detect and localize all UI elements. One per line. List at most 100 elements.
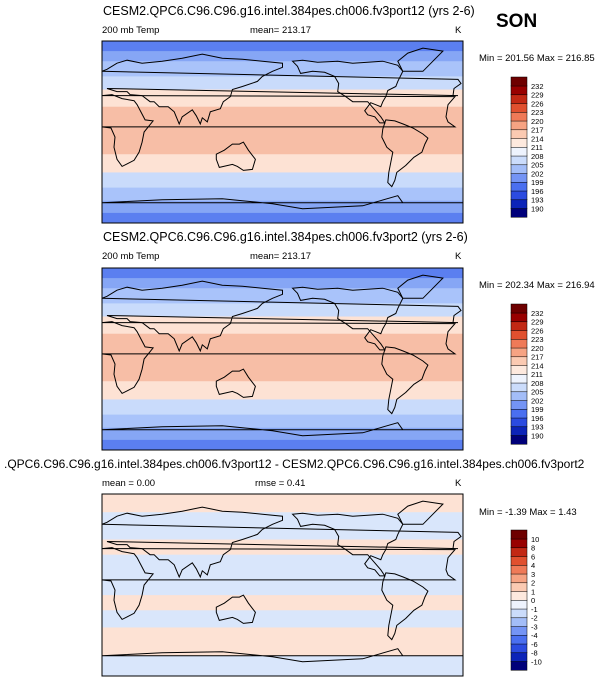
temperature-band bbox=[102, 268, 463, 279]
continent-outline bbox=[381, 119, 429, 188]
colorbar-tick-label: 217 bbox=[531, 126, 544, 135]
temperature-band bbox=[102, 554, 463, 596]
colorbar-swatch bbox=[510, 173, 528, 183]
colorbar-tick-label: 217 bbox=[531, 353, 544, 362]
panel-2-mean: mean= 213.17 bbox=[250, 251, 312, 262]
colorbar-swatch bbox=[510, 426, 528, 436]
colorbar-tick-label: 193 bbox=[531, 196, 544, 205]
colorbar-swatch bbox=[510, 321, 528, 331]
colorbar-tick-label: 220 bbox=[531, 117, 544, 126]
temperature-band bbox=[102, 595, 463, 611]
colorbar-swatch bbox=[510, 408, 528, 419]
panel-2-left-label: 200 mb Temp bbox=[102, 251, 160, 262]
continent-outline bbox=[397, 47, 444, 72]
colorbar-swatch bbox=[510, 573, 528, 584]
temperature-band bbox=[102, 427, 463, 441]
colorbar-swatch bbox=[510, 617, 528, 627]
panel-2-title: CESM2.QPC6.C96.C96.g16.intel.384pes.ch00… bbox=[103, 230, 468, 244]
colorbar-tick-label: 4 bbox=[531, 561, 535, 570]
continent-outline bbox=[102, 547, 457, 621]
colorbar-swatch bbox=[510, 661, 528, 671]
map-frame bbox=[101, 40, 464, 224]
colorbar-swatch bbox=[510, 94, 528, 104]
continent-outline bbox=[381, 346, 429, 415]
temperature-band bbox=[102, 41, 463, 52]
colorbar-swatch bbox=[510, 435, 528, 445]
map-panel-1 bbox=[102, 41, 463, 223]
panel-1-units: K bbox=[455, 25, 462, 36]
colorbar-swatch bbox=[510, 634, 528, 645]
panel-1-left-label: 200 mb Temp bbox=[102, 25, 160, 36]
colorbar-swatch bbox=[510, 365, 528, 375]
colorbar-tick-label: 190 bbox=[531, 204, 544, 213]
temperature-band bbox=[102, 439, 463, 450]
colorbar-swatch bbox=[510, 111, 528, 122]
map-panel-3 bbox=[102, 494, 463, 676]
colorbar-swatch bbox=[510, 155, 528, 166]
colorbar-tick-label: -4 bbox=[531, 631, 538, 640]
colorbar-tick-label: 3 bbox=[531, 570, 535, 579]
colorbar-swatch bbox=[510, 85, 528, 96]
colorbar-swatch bbox=[510, 599, 528, 610]
continent-outline bbox=[381, 572, 429, 641]
colorbar-swatch bbox=[510, 129, 528, 139]
panel-3-units: K bbox=[455, 478, 462, 489]
colorbar-swatch bbox=[510, 373, 528, 384]
temperature-band bbox=[102, 212, 463, 223]
colorbar-swatch bbox=[510, 330, 528, 340]
continent-outline bbox=[102, 422, 463, 437]
map-panel-2 bbox=[102, 268, 463, 450]
colorbar-tick-label: 223 bbox=[531, 335, 544, 344]
temperature-band bbox=[102, 494, 463, 513]
colorbar-tick-label: 211 bbox=[531, 370, 543, 379]
temperature-band bbox=[102, 303, 463, 318]
colorbar-tick-label: 8 bbox=[531, 544, 535, 553]
continent-outline bbox=[291, 59, 404, 124]
colorbar-tick-label: 10 bbox=[531, 535, 539, 544]
colorbar-swatch bbox=[510, 564, 528, 575]
colorbar-swatch bbox=[510, 582, 528, 592]
colorbar-tick-label: 2 bbox=[531, 579, 535, 588]
colorbar-tick-label: -6 bbox=[531, 640, 538, 649]
map-frame bbox=[101, 267, 464, 451]
colorbar-swatch bbox=[510, 199, 528, 209]
colorbar-tick-label: -3 bbox=[531, 622, 538, 631]
colorbar-tick-label: 226 bbox=[531, 99, 544, 108]
colorbar-swatch bbox=[510, 338, 528, 349]
colorbar-tick-label: -2 bbox=[531, 614, 538, 623]
colorbar-tick-label: 229 bbox=[531, 91, 544, 100]
temperature-band bbox=[102, 172, 463, 189]
colorbar-swatch bbox=[510, 382, 528, 393]
season-label: SON bbox=[496, 11, 538, 32]
colorbar-tick-label: 214 bbox=[531, 361, 544, 370]
colorbar-tick-label: 223 bbox=[531, 108, 544, 117]
colorbar-swatch bbox=[510, 138, 528, 148]
continent-outline bbox=[291, 286, 404, 351]
temperature-band bbox=[102, 278, 463, 289]
colorbar-swatch bbox=[510, 146, 528, 157]
colorbar-tick-label: 196 bbox=[531, 187, 544, 196]
continent-outline bbox=[397, 274, 444, 299]
continent-outline bbox=[291, 512, 404, 577]
temperature-band bbox=[102, 333, 463, 382]
panel-1-title: CESM2.QPC6.C96.C96.g16.intel.384pes.ch00… bbox=[103, 4, 475, 18]
colorbar-tick-label: 199 bbox=[531, 178, 544, 187]
colorbar-tick-label: 6 bbox=[531, 552, 535, 561]
colorbar-tick-label: 214 bbox=[531, 134, 544, 143]
colorbar-swatch bbox=[510, 312, 528, 323]
temperature-band bbox=[102, 106, 463, 155]
colorbar-swatch bbox=[510, 556, 528, 566]
colorbar-tick-label: 205 bbox=[531, 388, 544, 397]
colorbar-swatch bbox=[510, 643, 528, 654]
colorbar-swatch bbox=[510, 347, 528, 358]
continent-outline bbox=[102, 195, 463, 210]
colorbar-swatch bbox=[510, 608, 528, 619]
colorbar-swatch bbox=[510, 103, 528, 113]
continent-outline bbox=[215, 141, 256, 171]
panel-3-mean: mean = 0.00 bbox=[102, 478, 156, 489]
colorbar-tick-label: 1 bbox=[531, 587, 535, 596]
continent-outline bbox=[102, 506, 462, 579]
colorbar-swatch bbox=[510, 591, 528, 601]
colorbar-swatch bbox=[510, 190, 528, 201]
